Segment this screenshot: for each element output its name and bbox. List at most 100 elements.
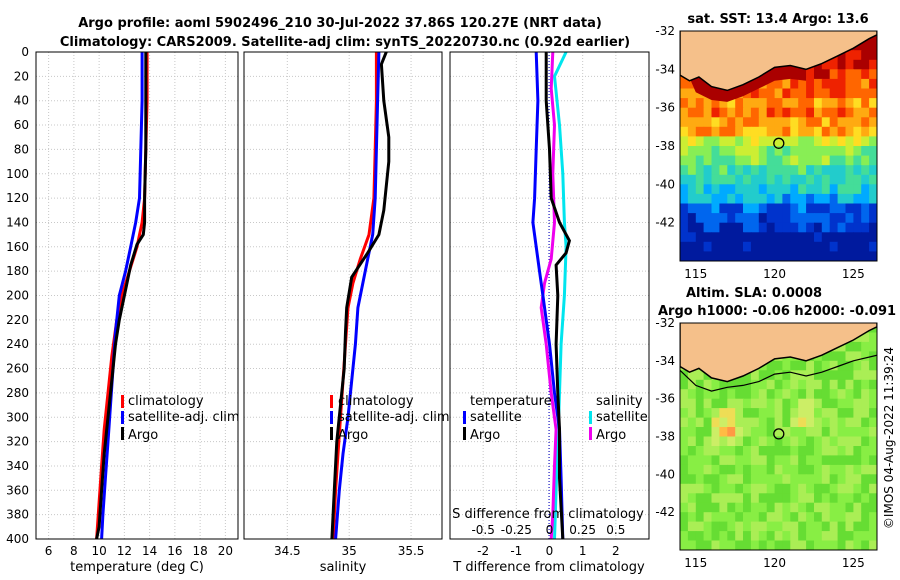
heatmap-cell: [798, 88, 807, 99]
heatmap-cell: [790, 251, 799, 261]
heatmap-cell: [774, 455, 784, 466]
figure-title-line2: Climatology: CARS2009. Satellite-adj cli…: [60, 35, 630, 50]
heatmap-cell: [735, 540, 744, 550]
heatmap-cell: [821, 455, 831, 466]
heatmap-cell: [680, 464, 689, 475]
heatmap-cell: [798, 155, 807, 166]
heatmap-cell: [758, 436, 768, 447]
heatmap-cell: [861, 213, 870, 224]
heatmap-cell: [869, 241, 877, 252]
heatmap-cell: [790, 165, 799, 176]
heatmap-cell: [782, 136, 791, 147]
heatmap-cell: [743, 98, 752, 109]
lat-tick-label: -34: [655, 354, 675, 368]
heatmap-cell: [829, 117, 839, 128]
heatmap-cell: [758, 427, 768, 438]
heatmap-cell: [743, 174, 752, 185]
heatmap-cell: [695, 241, 705, 252]
heatmap-cell: [829, 351, 839, 362]
heatmap-cell: [758, 251, 768, 261]
heatmap-cell: [758, 146, 768, 157]
heatmap-cell: [814, 483, 823, 494]
heatmap-cell: [695, 455, 705, 466]
heatmap-cell: [750, 531, 760, 542]
heatmap-cell: [774, 184, 784, 195]
heatmap-cell: [806, 531, 815, 542]
heatmap-cell: [727, 232, 736, 243]
heatmap-cell: [687, 417, 697, 428]
heatmap-cell: [758, 474, 768, 485]
heatmap-cell: [853, 107, 862, 118]
heatmap-cell: [861, 222, 870, 233]
heatmap-cell: [798, 174, 807, 185]
heatmap-cell: [829, 379, 839, 390]
heatmap-cell: [695, 251, 705, 261]
heatmap-cell: [829, 136, 839, 147]
heatmap-cell: [687, 502, 697, 513]
heatmap-cell: [814, 446, 823, 457]
heatmap-cell: [680, 88, 689, 99]
heatmap-cell: [798, 78, 807, 90]
heatmap-cell: [782, 455, 791, 466]
heatmap-cell: [703, 436, 713, 447]
heatmap-cell: [743, 474, 752, 485]
heatmap-cell: [766, 398, 776, 409]
s-difference-tick-labels: -0.5 -0.25 0 0.25 0.5: [471, 523, 625, 537]
depth-tick-label: 140: [6, 215, 29, 229]
heatmap-cell: [798, 146, 807, 157]
heatmap-cell: [743, 184, 752, 195]
heatmap-cell: [774, 193, 784, 205]
heatmap-cell: [845, 213, 854, 224]
heatmap-cell: [727, 379, 736, 390]
salinity-argo-line: [330, 52, 391, 539]
heatmap-cell: [711, 417, 720, 428]
heatmap-cell: [829, 360, 839, 371]
heatmap-cell: [821, 174, 831, 185]
heatmap-cell: [680, 107, 689, 118]
s-difference-xlabel: S difference from climatology: [452, 507, 644, 522]
heatmap-cell: [869, 117, 877, 128]
heatmap-cell: [774, 232, 784, 243]
heatmap-cell: [695, 446, 705, 457]
heatmap-cell: [845, 351, 854, 362]
x-tick-label: 10: [91, 544, 106, 558]
heatmap-cell: [719, 455, 728, 466]
heatmap-cell: [766, 107, 776, 118]
heatmap-cell: [790, 117, 799, 128]
heatmap-cell: [837, 360, 847, 371]
heatmap-cell: [869, 502, 877, 513]
heatmap-cell: [680, 512, 689, 523]
heatmap-cell: [727, 493, 736, 504]
heatmap-cell: [790, 241, 799, 252]
heatmap-cell: [687, 251, 697, 261]
heatmap-cell: [680, 232, 689, 243]
heatmap-cell: [861, 184, 870, 195]
heatmap-cell: [806, 193, 815, 205]
heatmap-cell: [869, 446, 877, 457]
heatmap-cell: [782, 398, 791, 409]
heatmap-cell: [687, 107, 697, 118]
heatmap-cell: [719, 474, 728, 485]
heatmap-cell: [758, 540, 768, 550]
heatmap-cell: [766, 241, 776, 252]
heatmap-cell: [869, 389, 877, 400]
heatmap-cell: [711, 540, 720, 550]
heatmap-cell: [845, 126, 854, 137]
heatmap-cell: [727, 222, 736, 233]
heatmap-cell: [782, 174, 791, 185]
heatmap-cell: [861, 531, 870, 542]
heatmap-cell: [719, 222, 728, 233]
x-tick-label: 12: [117, 544, 132, 558]
heatmap-cell: [743, 203, 752, 214]
heatmap-cell: [727, 512, 736, 523]
heatmap-cell: [766, 88, 776, 99]
heatmap-cell: [727, 251, 736, 261]
argo-position-marker: [773, 137, 785, 149]
heatmap-cell: [861, 107, 870, 118]
heatmap-cell: [711, 184, 720, 195]
heatmap-cell: [743, 232, 752, 243]
heatmap-cell: [869, 40, 877, 51]
heatmap-cell: [853, 341, 862, 352]
heatmap-cell: [790, 213, 799, 224]
